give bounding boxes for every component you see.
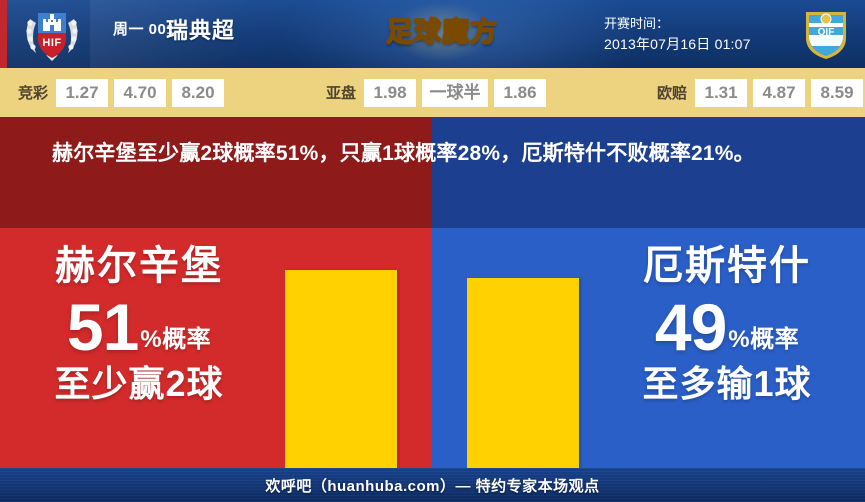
odds-cell-oupei-3[interactable]: 8.59 <box>811 78 864 107</box>
kickoff-label: 开赛时间： <box>604 16 670 31</box>
home-team-name: 赫尔辛堡 <box>55 244 223 288</box>
kickoff-time: 2013年07月16日 01:07 <box>604 36 751 52</box>
odds-cell-yapan-2[interactable]: 1.86 <box>494 78 547 107</box>
analysis-banner-left-half <box>0 117 432 228</box>
home-team-result: 至少赢2球 <box>54 363 224 404</box>
away-team-percent-row: 49 %概率 <box>596 294 858 360</box>
svg-text:ÖIF: ÖIF <box>818 25 835 38</box>
odds-group-oupei: 欧赔 1.31 4.87 8.59 <box>657 68 865 117</box>
home-team-percent: 51 <box>66 290 139 364</box>
odds-label-oupei: 欧赔 <box>657 85 688 102</box>
odds-bar: 竞彩 1.27 4.70 8.20 亚盘 1.98 一球半 1.86 欧赔 1.… <box>0 68 865 117</box>
away-team-name: 厄斯特什 <box>643 244 811 288</box>
footer-attribution: 欢呼吧（huanhuba.com）— 特约专家本场观点 <box>265 477 600 495</box>
analysis-banner-right-half <box>432 117 865 228</box>
away-team-crest-icon: ÖIF <box>800 6 852 62</box>
svg-text:HIF: HIF <box>42 37 61 49</box>
home-team-stats: 赫尔辛堡 51 %概率 至少赢2球 <box>8 242 270 406</box>
probability-bar-home <box>285 270 397 468</box>
kickoff-info: 开赛时间： 2013年07月16日 01:07 <box>604 13 751 55</box>
header-bar: HIF 周一 001 瑞典超 足球魔方 开赛时间： 2013年07月16日 01… <box>0 0 865 68</box>
odds-cell-yapan-handicap[interactable]: 一球半 <box>422 78 489 107</box>
odds-cell-yapan-1[interactable]: 1.98 <box>364 78 417 107</box>
header-red-edge <box>0 0 7 68</box>
home-team-percent-row: 51 %概率 <box>8 294 270 360</box>
analysis-text: 赫尔辛堡至少赢2球概率51%，只赢1球概率28%，厄斯特什不败概率21%。 <box>52 142 755 165</box>
odds-cell-jingcai-2[interactable]: 4.70 <box>114 78 167 107</box>
match-number-label: 周一 001 <box>113 21 176 38</box>
probability-bar-away <box>467 278 579 468</box>
analysis-banner: 赫尔辛堡至少赢2球概率51%，只赢1球概率28%，厄斯特什不败概率21%。 <box>0 117 865 228</box>
odds-group-jingcai: 竞彩 1.27 4.70 8.20 <box>18 68 230 117</box>
footer-bar: 欢呼吧（huanhuba.com）— 特约专家本场观点 <box>0 468 865 502</box>
brand-logo-text: 足球魔方 <box>372 11 512 53</box>
odds-label-jingcai: 竞彩 <box>18 85 49 102</box>
away-team-percent-suffix: %概率 <box>728 326 800 353</box>
home-team-percent-suffix: %概率 <box>140 326 212 353</box>
odds-cell-jingcai-1[interactable]: 1.27 <box>56 78 109 107</box>
odds-group-yapan: 亚盘 1.98 一球半 1.86 <box>326 68 552 117</box>
probability-panels: 赫尔辛堡 51 %概率 至少赢2球 厄斯特什 49 %概率 至多输1球 <box>0 228 865 468</box>
odds-cell-oupei-2[interactable]: 4.87 <box>753 78 806 107</box>
league-name: 瑞典超 <box>166 18 236 43</box>
away-team-result: 至多输1球 <box>642 363 812 404</box>
odds-cell-oupei-1[interactable]: 1.31 <box>695 78 748 107</box>
odds-cell-jingcai-3[interactable]: 8.20 <box>172 78 225 107</box>
odds-label-yapan: 亚盘 <box>326 85 357 102</box>
brand-logo: 足球魔方 <box>372 1 512 63</box>
away-team-stats: 厄斯特什 49 %概率 至多输1球 <box>596 242 858 406</box>
away-team-percent: 49 <box>654 290 727 364</box>
home-team-crest-icon: HIF <box>22 5 82 63</box>
